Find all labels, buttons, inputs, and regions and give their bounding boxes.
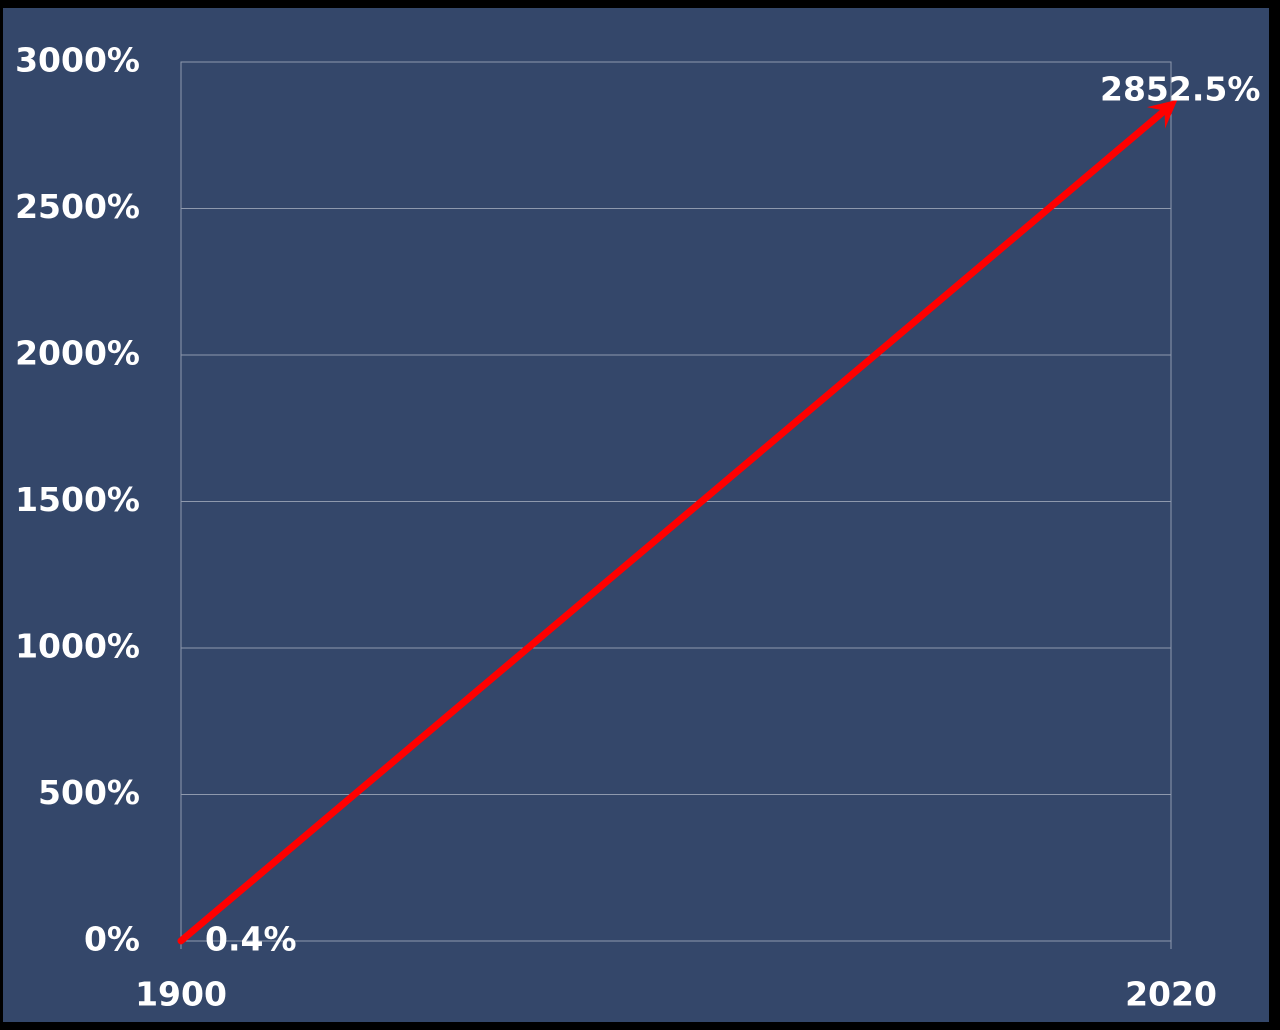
y-tick-label: 1000% — [15, 627, 140, 666]
y-tick-label: 2000% — [15, 334, 140, 373]
data-label-start: 0.4% — [205, 919, 297, 958]
y-tick-label: 1500% — [15, 480, 140, 519]
chart-background — [3, 8, 1269, 1022]
y-tick-label: 500% — [38, 773, 140, 812]
x-tick-label: 2020 — [1125, 975, 1217, 1014]
y-tick-label: 2500% — [15, 187, 140, 226]
y-tick-label: 0% — [84, 920, 140, 959]
data-label-end: 2852.5% — [1100, 70, 1260, 109]
x-tick-label: 1900 — [135, 975, 227, 1014]
y-tick-label: 3000% — [15, 41, 140, 80]
